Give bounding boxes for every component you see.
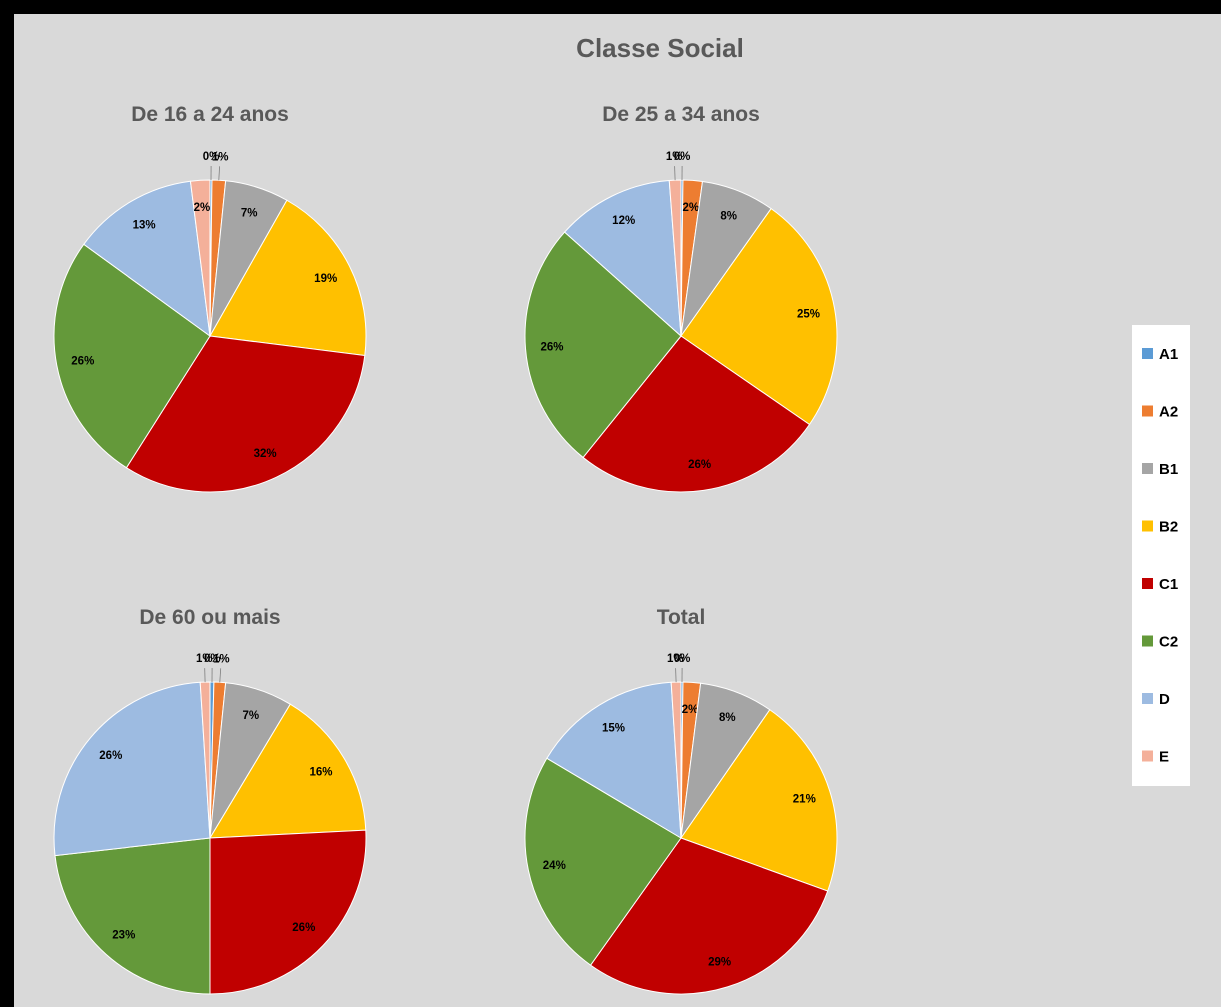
- data-label-b2: 16%: [309, 766, 332, 778]
- pie-slice-c1: [209, 829, 367, 995]
- data-label-a2: 2%: [682, 202, 699, 214]
- data-label-b2: 21%: [793, 794, 816, 806]
- pie-title: De 25 a 34 anos: [602, 103, 760, 126]
- data-label-a2: 1%: [212, 151, 229, 163]
- pie-slice-b2: [209, 199, 367, 357]
- data-label-c2: 24%: [543, 860, 566, 872]
- data-label-e: 2%: [194, 202, 211, 214]
- leader-line: [218, 166, 220, 181]
- pie-slice-b2: [680, 709, 838, 892]
- pie-slice-d: [83, 180, 211, 338]
- leader-line: [219, 668, 222, 683]
- legend-label-c1: C1: [1159, 576, 1178, 593]
- legend-box: [1132, 325, 1190, 786]
- pie-chart: Total 0% 2% 8% 21% 29% 24% 15% 1%: [524, 606, 838, 995]
- data-label-b1: 7%: [242, 710, 259, 722]
- data-label-e: 1%: [666, 151, 683, 163]
- legend: A1 A2 B1 B2 C1 C2 D E: [1132, 325, 1190, 786]
- legend-label-b1: B1: [1159, 461, 1178, 478]
- legend-swatch-b1: [1142, 463, 1153, 474]
- pie-slice-c2: [53, 243, 211, 469]
- legend-swatch-c2: [1142, 635, 1153, 647]
- data-label-e: 1%: [667, 653, 684, 665]
- legend-label-d: D: [1159, 691, 1170, 708]
- data-label-d: 12%: [612, 215, 635, 227]
- legend-label-a1: A1: [1159, 346, 1178, 363]
- legend-swatch-e: [1142, 750, 1153, 762]
- data-label-d: 15%: [602, 723, 625, 735]
- legend-label-e: E: [1159, 749, 1169, 766]
- data-label-a1: 0%: [204, 653, 221, 665]
- data-label-b2: 19%: [314, 273, 337, 285]
- pie-slice-d: [546, 681, 682, 839]
- pie-slice-c2: [524, 231, 682, 459]
- pie-slice-c1: [125, 335, 366, 493]
- chart-area: Classe Social De 16 a 24 anos 0% 1% 7% 19% 32…: [14, 14, 1221, 1007]
- pie-chart: De 25 a 34 anos 0% 2% 8% 25% 26% 26% 12% 1%: [524, 103, 838, 493]
- chart-title: Classe Social: [576, 33, 744, 63]
- data-label-c1: 29%: [708, 957, 731, 969]
- data-label-c1: 26%: [688, 459, 711, 471]
- pie-title: De 60 ou mais: [139, 606, 280, 629]
- data-label-e: 1%: [196, 653, 213, 665]
- legend-swatch-d: [1142, 693, 1153, 704]
- leader-line: [674, 166, 676, 181]
- data-label-b1: 7%: [241, 208, 258, 220]
- pie-slice-e: [668, 179, 682, 337]
- data-label-b1: 8%: [720, 211, 737, 223]
- data-label-a1: 0%: [203, 151, 220, 163]
- data-label-a2: 1%: [213, 653, 230, 665]
- data-label-c2: 26%: [540, 342, 563, 354]
- leader-line: [675, 668, 677, 683]
- pie-title: De 16 a 24 anos: [131, 103, 289, 126]
- legend-swatch-c1: [1142, 578, 1153, 589]
- pie-slice-c2: [54, 837, 211, 995]
- pie-slice-b2: [680, 207, 838, 426]
- data-label-d: 26%: [99, 750, 122, 762]
- data-label-b1: 8%: [719, 712, 736, 724]
- pie-chart: De 16 a 24 anos 0%1% 7% 19% 32% 26% 13% 2%: [53, 103, 367, 493]
- data-label-c2: 23%: [112, 930, 135, 942]
- legend-label-a2: A2: [1159, 404, 1178, 421]
- data-label-b2: 25%: [797, 308, 820, 320]
- pie-title: Total: [657, 606, 706, 629]
- pie-slice-d: [53, 681, 211, 857]
- pie-slice-c1: [589, 837, 829, 995]
- legend-swatch-b2: [1142, 520, 1153, 532]
- pie-slice-c1: [582, 335, 811, 493]
- data-label-d: 13%: [133, 220, 156, 232]
- pie-slice-e: [189, 179, 211, 337]
- data-label-a2: 2%: [682, 704, 699, 716]
- data-label-c2: 26%: [71, 355, 94, 367]
- legend-label-c2: C2: [1159, 634, 1178, 651]
- pie-slice-b2: [209, 703, 367, 839]
- chart-svg: Classe Social De 16 a 24 anos0%1%7%19%32…: [53, 33, 1190, 995]
- data-label-c1: 26%: [292, 922, 315, 934]
- legend-swatch-a2: [1142, 405, 1153, 417]
- data-label-a1: 0%: [674, 151, 691, 163]
- data-label-c1: 32%: [254, 448, 277, 460]
- pie-chart: De 60 ou mais 0%1% 7% 16% 26% 23% 26% 1%: [53, 606, 367, 995]
- pie-slice-d: [563, 179, 682, 338]
- legend-label-b2: B2: [1159, 519, 1178, 536]
- data-label-a1: 0%: [674, 653, 691, 665]
- pie-slice-c2: [524, 757, 682, 966]
- legend-swatch-a1: [1142, 348, 1153, 359]
